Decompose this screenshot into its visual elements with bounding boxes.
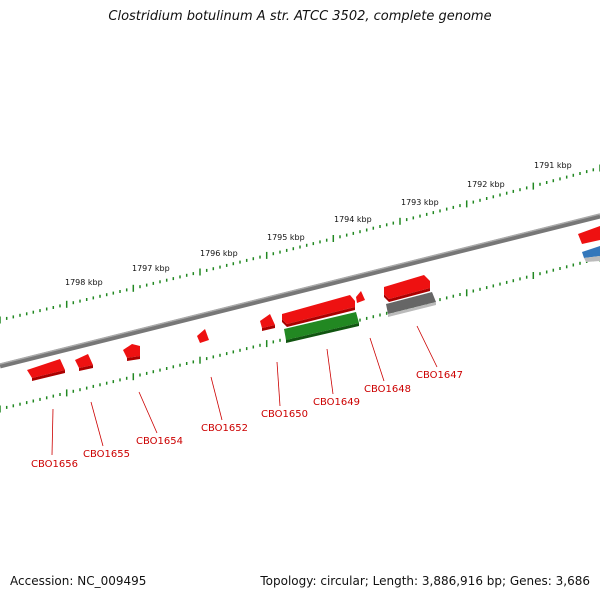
scale-label-1791: 1791 kbp	[534, 161, 572, 170]
scale-label-1796: 1796 kbp	[200, 249, 238, 258]
gene-label-cbo1648: CBO1648	[364, 384, 411, 395]
gene-right-edge-blue[interactable]	[582, 246, 600, 262]
scale-label-1792: 1792 kbp	[467, 180, 505, 189]
gene-cbo1650[interactable]	[260, 314, 275, 331]
gene-label-cbo1656: CBO1656	[31, 459, 78, 470]
gene-label-cbo1655: CBO1655	[83, 449, 130, 460]
gene-cbo1652[interactable]	[197, 329, 209, 343]
gene-cbo1654[interactable]	[123, 344, 140, 361]
gene-cbo1655[interactable]	[75, 354, 93, 371]
genome-title: Clostridium botulinum A str. ATCC 3502, …	[108, 9, 492, 24]
gene-label-cbo1649: CBO1649	[313, 397, 360, 408]
gene-gray-block[interactable]	[386, 292, 436, 317]
scale-label-1794: 1794 kbp	[334, 215, 372, 224]
gene-cbo1656[interactable]	[27, 359, 65, 381]
gene-label-cbo1652: CBO1652	[201, 423, 248, 434]
accession-text: Accession: NC_009495	[10, 574, 147, 588]
scale-label-1793: 1793 kbp	[401, 198, 439, 207]
gene-cbo1649-forward[interactable]	[282, 295, 355, 327]
scale-label-1795: 1795 kbp	[267, 233, 305, 242]
gene-right-edge-red[interactable]	[578, 226, 600, 244]
gene-cbo1647[interactable]	[384, 275, 430, 302]
genome-backbone	[0, 213, 600, 369]
topology-text: Topology: circular; Length: 3,886,916 bp…	[260, 574, 590, 588]
genome-backbone-highlight	[0, 213, 600, 365]
outer-scale-ticks	[0, 164, 600, 324]
gene-label-cbo1647: CBO1647	[416, 370, 463, 381]
gene-cbo1649-reverse[interactable]	[284, 312, 359, 343]
gene-label-cbo1654: CBO1654	[136, 436, 183, 447]
scale-label-1798: 1798 kbp	[65, 278, 103, 287]
scale-label-1797: 1797 kbp	[132, 264, 170, 273]
gene-cbo1648[interactable]	[356, 291, 365, 303]
label-leader-lines	[51, 325, 438, 456]
gene-label-cbo1650: CBO1650	[261, 409, 308, 420]
